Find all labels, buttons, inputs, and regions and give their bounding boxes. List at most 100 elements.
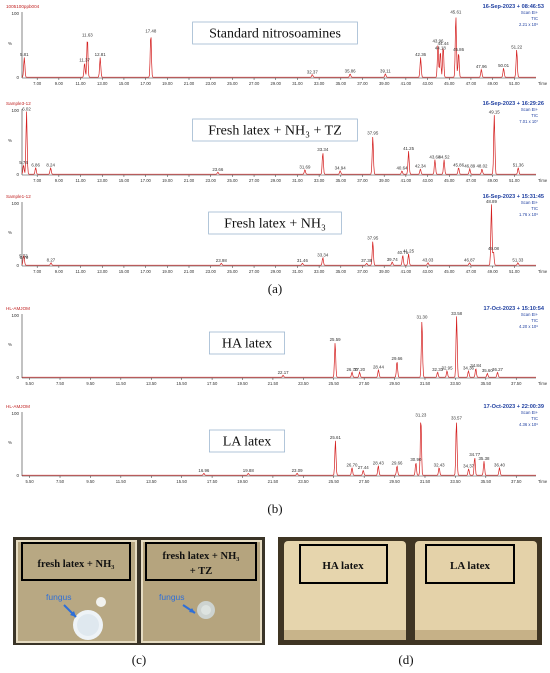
peak-label: 43.96 <box>432 38 444 43</box>
x-tick-label: 31.50 <box>420 381 431 386</box>
x-tick-label: 45.00 <box>444 178 455 183</box>
peak-label: 6.86 <box>31 162 40 167</box>
x-tick-label: 7.50 <box>56 479 65 484</box>
x-tick-label: 11.00 <box>75 81 86 86</box>
x-tick-label: 33.00 <box>314 269 325 274</box>
x-tick-label: 45.00 <box>444 269 455 274</box>
scan-line: Scan EI+ <box>521 312 539 317</box>
x-axis-label: Time <box>538 479 548 484</box>
chromatogram-ha-latex: HL-AMJOM 17-Oct-2023 + 15:10:54 Scan EI+ TI… <box>0 302 550 392</box>
x-tick-label: 49.00 <box>487 269 498 274</box>
x-tick-label: 33.50 <box>450 381 461 386</box>
x-tick-label: 15.00 <box>119 81 130 86</box>
x-tick-label: 33.00 <box>314 178 325 183</box>
x-tick-label: 13.00 <box>97 269 108 274</box>
x-tick-label: 27.00 <box>249 81 260 86</box>
x-tick-label: 35.00 <box>336 269 347 274</box>
peak-label: 27.44 <box>358 465 370 470</box>
sample-id: HL-AMJOM <box>6 306 30 311</box>
x-tick-label: 11.50 <box>116 479 127 484</box>
peak-label: 34.77 <box>469 452 481 457</box>
x-tick-label: 13.00 <box>97 178 108 183</box>
x-tick-label: 35.00 <box>336 81 347 86</box>
x-axis-label: Time <box>538 381 548 386</box>
sample-id: Sample3-12 <box>6 101 31 106</box>
peak-label: 33.34 <box>317 147 329 152</box>
x-tick-label: 43.00 <box>422 178 433 183</box>
x-tick-label: 51.00 <box>509 178 520 183</box>
peak-label: 51.22 <box>511 44 523 49</box>
x-tick-label: 27.00 <box>249 178 260 183</box>
x-tick-label: 29.00 <box>271 178 282 183</box>
x-tick-label: 47.00 <box>466 81 477 86</box>
peak-label: 35.60 <box>482 368 494 373</box>
peak-label: 28.43 <box>373 460 385 465</box>
x-tick-label: 9.00 <box>55 269 64 274</box>
scan-line: TIC <box>531 318 538 323</box>
scan-line: TIC <box>531 416 538 421</box>
x-tick-label: 47.00 <box>466 178 477 183</box>
title-box <box>208 331 285 355</box>
timestamp: 17-Oct-2023 + 22:00:39 <box>484 404 544 410</box>
peak-label: 23.98 <box>216 258 228 263</box>
peak-label: 34.94 <box>335 166 347 171</box>
chromatogram-fresh-nh3: Sample1-12 16-Sep-2023 + 15:31:45 Scan EI+… <box>0 190 550 280</box>
chart-title: Standard nitrosoamines <box>209 27 341 42</box>
x-tick-label: 41.00 <box>401 269 412 274</box>
peak-label: 5.73 <box>19 254 28 259</box>
x-tick-label: 9.50 <box>86 479 95 484</box>
peak-label: 25.61 <box>330 435 342 440</box>
x-tick-label: 7.50 <box>56 381 65 386</box>
scan-line: 1.76 x 10⁸ <box>519 212 538 217</box>
x-tick-label: 19.00 <box>162 81 173 86</box>
x-tick-label: 27.00 <box>249 269 260 274</box>
x-tick-label: 15.00 <box>119 269 130 274</box>
x-tick-label: 19.00 <box>162 269 173 274</box>
title-box <box>208 211 342 235</box>
panel-label-c: (c) <box>131 652 147 667</box>
x-tick-label: 25.50 <box>329 479 340 484</box>
x-tick-label: 25.00 <box>227 178 238 183</box>
x-tick-label: 49.00 <box>487 178 498 183</box>
x-axis-label: Time <box>538 178 548 183</box>
y-tick-label: 0 <box>16 473 19 478</box>
x-tick-label: 27.50 <box>359 381 370 386</box>
peak-label: 30.90 <box>410 457 422 462</box>
peak-label: 45.86 <box>453 47 465 52</box>
scan-line: TIC <box>531 113 538 118</box>
timestamp: 17-Oct-2023 + 15:10:54 <box>484 306 545 312</box>
peak-label: 47.96 <box>476 64 488 69</box>
tic-trace <box>22 422 536 476</box>
x-tick-label: 49.00 <box>487 81 498 86</box>
x-tick-label: 35.50 <box>481 381 492 386</box>
x-tick-label: 11.00 <box>75 178 86 183</box>
peak-label: 6.02 <box>22 106 31 111</box>
title-box <box>208 429 285 453</box>
scan-line: 4.20 x 10⁸ <box>519 324 538 329</box>
x-axis-label: Time <box>538 269 548 274</box>
x-tick-label: 25.00 <box>227 81 238 86</box>
x-tick-label: 7.00 <box>33 178 42 183</box>
d-right-label: LA latex <box>450 560 491 572</box>
peak-label: 35.86 <box>345 69 357 74</box>
peak-label: 31.69 <box>299 164 311 169</box>
peak-label: 51.36 <box>513 162 525 167</box>
chart-svg: 1005100ppb004 16-Sep-2023 + 08:46:53Scan … <box>6 4 548 86</box>
x-tick-label: 23.00 <box>205 81 216 86</box>
x-tick-label: 21.00 <box>184 178 195 183</box>
peak-label: 23.66 <box>212 167 224 172</box>
x-tick-label: 21.00 <box>184 269 195 274</box>
peak-label: 42.34 <box>415 164 427 169</box>
x-tick-label: 19.00 <box>162 178 173 183</box>
x-tick-label: 21.00 <box>184 81 195 86</box>
peak-label: 25.59 <box>330 337 342 342</box>
x-tick-label: 13.50 <box>146 381 157 386</box>
scan-line: Scan EI+ <box>521 200 539 205</box>
peak-label: 44.18 <box>435 46 447 51</box>
peak-label: 48.02 <box>476 164 488 169</box>
x-tick-label: 39.00 <box>379 178 390 183</box>
chart-title: HA latex <box>222 337 272 352</box>
